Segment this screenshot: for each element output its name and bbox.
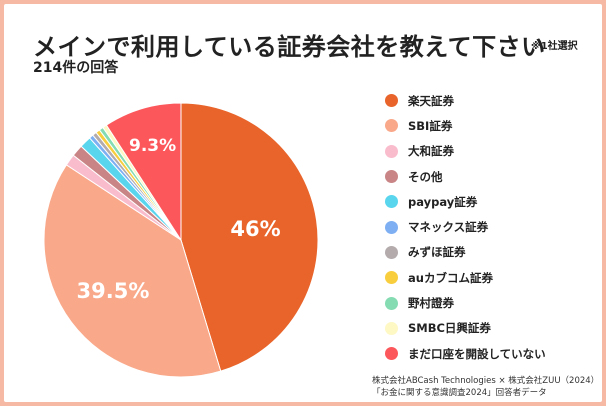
legend-label-6: みずほ証券 xyxy=(408,245,466,260)
source-credit: 株式会社ABCash Technologies × 株式会社ZUU（2024） … xyxy=(372,375,599,399)
legend-swatch-9 xyxy=(385,321,398,335)
legend-item-0: 楽天証券 xyxy=(385,88,546,113)
legend-swatch-0 xyxy=(385,94,398,108)
legend-label-10: まだ口座を開設していない xyxy=(408,346,546,361)
selection-note: ※1社選択 xyxy=(531,41,578,52)
chart-title: メインで利用している証券会社を教えて下さい xyxy=(33,33,546,61)
response-count: 214件の回答 xyxy=(33,60,119,76)
legend-item-4: paypay証券 xyxy=(385,189,546,214)
legend-item-2: 大和証券 xyxy=(385,139,546,164)
source-line-2: 「お金に関する意識調査2024」回答者データ xyxy=(372,388,547,398)
legend-item-8: 野村證券 xyxy=(385,290,546,315)
legend-label-8: 野村證券 xyxy=(408,296,454,311)
legend: 楽天証券 SBI証券大和証券その他 paypay証券 マネックス証券 みずほ証券 auカブ… xyxy=(385,88,546,366)
legend-label-9: SMBC日興証券 xyxy=(408,321,491,336)
pie-slice-10 xyxy=(105,102,182,242)
slice-label-0: 46% xyxy=(230,217,280,241)
legend-swatch-3 xyxy=(385,170,398,184)
legend-label-1: SBI証券 xyxy=(408,118,453,133)
legend-swatch-4 xyxy=(385,195,398,209)
legend-label-7: auカブコム証券 xyxy=(408,270,493,285)
legend-label-3: その他 xyxy=(408,169,443,184)
legend-swatch-8 xyxy=(385,296,398,310)
legend-item-10: まだ口座を開設していない xyxy=(385,341,546,366)
source-line-1: 株式会社ABCash Technologies × 株式会社ZUU（2024） xyxy=(372,376,600,386)
slice-label-1: 39.5% xyxy=(77,279,150,303)
legend-item-9: SMBC日興証券 xyxy=(385,316,546,341)
legend-item-6: みずほ証券 xyxy=(385,240,546,265)
legend-swatch-1 xyxy=(385,119,398,133)
legend-item-1: SBI証券 xyxy=(385,113,546,138)
legend-item-5: マネックス証券 xyxy=(385,214,546,239)
legend-label-2: 大和証券 xyxy=(408,144,454,159)
pie-slice-0 xyxy=(180,102,319,372)
legend-label-5: マネックス証券 xyxy=(408,220,489,235)
legend-label-0: 楽天証券 xyxy=(408,93,454,108)
pie-slice-1 xyxy=(43,164,222,378)
legend-swatch-6 xyxy=(385,245,398,259)
legend-label-4: paypay証券 xyxy=(408,194,478,209)
legend-item-7: auカブコム証券 xyxy=(385,265,546,290)
slice-label-10: 9.3% xyxy=(129,136,176,156)
legend-swatch-7 xyxy=(385,271,398,285)
legend-item-3: その他 xyxy=(385,164,546,189)
legend-swatch-5 xyxy=(385,220,398,234)
legend-swatch-10 xyxy=(385,347,398,361)
legend-swatch-2 xyxy=(385,144,398,158)
